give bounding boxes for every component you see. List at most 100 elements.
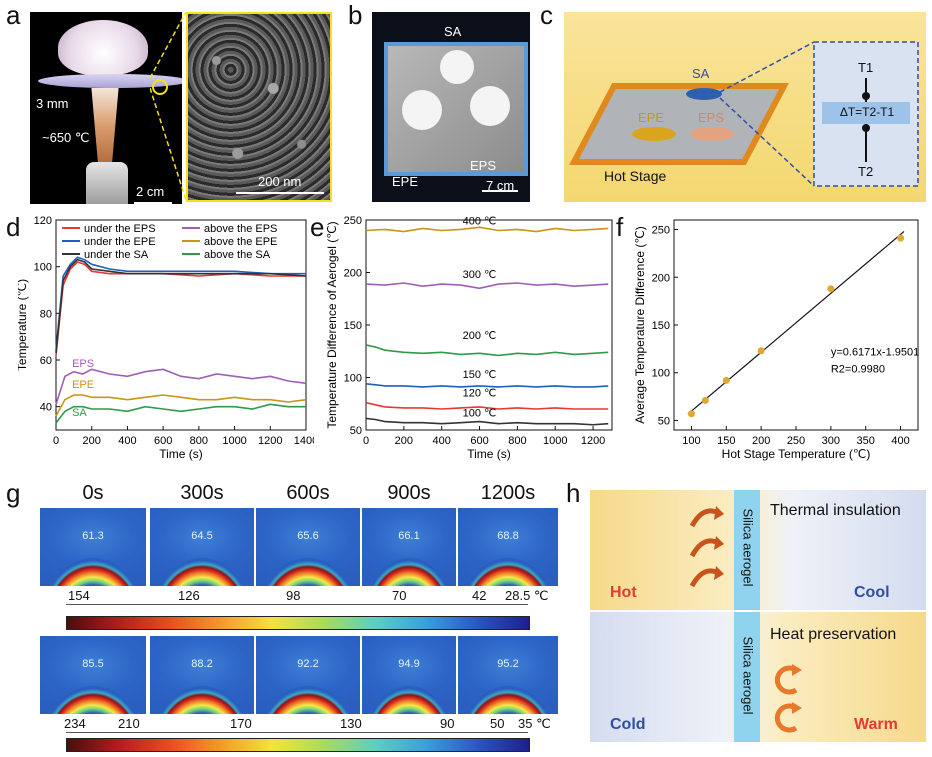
y-tick-label: 50 [350, 425, 362, 437]
x-tick-label: 800 [190, 435, 208, 447]
y-tick-label: 200 [652, 272, 670, 284]
x-axis-label: Time (s) [159, 447, 203, 461]
scale-number: 154 [68, 588, 90, 603]
thickness-label: 3 mm [36, 96, 69, 111]
panel-label-b: b [348, 0, 363, 30]
sample-sa [440, 50, 474, 84]
heat-gradient [150, 558, 254, 586]
series-label: 150 ℃ [463, 369, 497, 381]
legend-label: under the EPE [84, 236, 156, 248]
sem-scale-label: 200 nm [258, 174, 302, 189]
sample-eps [470, 86, 510, 126]
y-tick-label: 50 [658, 415, 670, 427]
x-tick-label: 300 [822, 435, 840, 447]
plot-frame [673, 219, 919, 431]
x-tick-label: 0 [53, 435, 59, 447]
panel-label-a: a [6, 0, 21, 30]
series-line [365, 383, 609, 388]
torch-base [86, 162, 128, 204]
scale-number: 98 [286, 588, 301, 603]
legend-label: above the EPE [204, 236, 277, 248]
scale-label-left: 2 cm [136, 184, 165, 199]
heat-arrows-icon [689, 506, 724, 588]
series-line [55, 258, 307, 354]
y-tick-label: 80 [40, 308, 52, 320]
y-tick-label: 120 [34, 215, 52, 227]
flower-image [58, 20, 148, 75]
h-top-cool: Cool [854, 584, 890, 601]
thermal-image: 94.9 [362, 636, 456, 714]
label-eps: EPS [470, 158, 497, 173]
x-tick-label: 1200 [258, 435, 282, 447]
thermal-reading: 94.9 [398, 658, 420, 670]
data-point [701, 396, 709, 404]
scale-number: 210 [118, 716, 140, 731]
y-tick-label: 250 [344, 215, 362, 227]
panel-label-g: g [6, 478, 21, 508]
x-tick-label: 800 [508, 435, 526, 447]
x-tick-label: 200 [395, 435, 413, 447]
h-top-material: Silica aerogel [740, 508, 756, 587]
panel-label-c: c [540, 0, 553, 30]
panel-c-schematic: SA EPE EPS Hot Stage T1 T2 ΔT=T2-T1 [564, 12, 926, 202]
h-bottom-material: Silica aerogel [740, 636, 756, 715]
thermal-reading: 61.3 [82, 530, 104, 542]
x-tick-label: 0 [363, 435, 369, 447]
y-axis-label: Temperature (℃) [18, 279, 29, 371]
legend-label: under the EPS [84, 223, 156, 235]
thermal-image: 85.5 [40, 636, 146, 714]
fit-line [687, 231, 905, 415]
legend-label: above the SA [204, 249, 271, 261]
c-label-epe: EPE [638, 110, 665, 125]
series-line [55, 368, 307, 405]
b-scale-bar [482, 190, 518, 192]
x-tick-label: 400 [891, 435, 909, 447]
thermal-reading: 85.5 [82, 658, 104, 670]
thermal-image: 95.2 [458, 636, 558, 714]
temperature-label: ~650 ℃ [42, 130, 90, 145]
panel-label-d: d [6, 212, 21, 242]
time-label: 1200s [480, 482, 536, 504]
series-annotation: SA [72, 407, 87, 419]
panel-h-insulation: Silica aerogel Thermal insulation Hot Co… [590, 490, 926, 610]
y-tick-label: 200 [344, 268, 362, 280]
fit-equation: y=0.6171x-1.9501 [831, 347, 919, 359]
scale-number: 130 [340, 716, 362, 731]
series-line [365, 344, 609, 357]
h-bottom-cold: Cold [610, 716, 646, 733]
b-scale-label: 7 cm [486, 178, 515, 193]
data-point [722, 376, 730, 384]
thermal-reading: 88.2 [191, 658, 213, 670]
sem-scale-bar [236, 192, 324, 194]
c-label-t1: T1 [858, 60, 874, 75]
series-label: 400 ℃ [463, 216, 497, 228]
series-label: 120 ℃ [463, 388, 497, 400]
series-line [365, 226, 609, 233]
x-tick-label: 100 [682, 435, 700, 447]
heat-gradient [40, 686, 146, 714]
scale-number: 35 ℃ [518, 716, 551, 731]
x-tick-label: 1200 [581, 435, 605, 447]
heat-gradient [256, 686, 360, 714]
plot-frame [55, 219, 307, 431]
x-axis-label: Hot Stage Temperature (℃) [722, 447, 871, 461]
y-tick-label: 100 [344, 373, 362, 385]
y-tick-label: 150 [344, 320, 362, 332]
x-tick-label: 600 [154, 435, 172, 447]
thermal-image: 92.2 [256, 636, 360, 714]
fit-r2: R2=0.9980 [831, 364, 885, 376]
series-line [55, 261, 306, 356]
thermal-image: 68.8 [458, 508, 558, 586]
zoom-connector-lines [150, 12, 187, 201]
thermal-image: 61.3 [40, 508, 146, 586]
data-point [827, 285, 835, 293]
scale-number: 28.5 ℃ [505, 588, 549, 603]
scale-bar-left [134, 202, 172, 204]
x-tick-label: 250 [787, 435, 805, 447]
scale-number: 170 [230, 716, 252, 731]
c-label-delta: ΔT=T2-T1 [839, 105, 895, 119]
y-axis-label: Temperature Difference of Aerogel (℃) [325, 221, 339, 428]
scale-number: 70 [392, 588, 407, 603]
x-tick-label: 200 [752, 435, 770, 447]
y-tick-label: 250 [652, 225, 670, 237]
